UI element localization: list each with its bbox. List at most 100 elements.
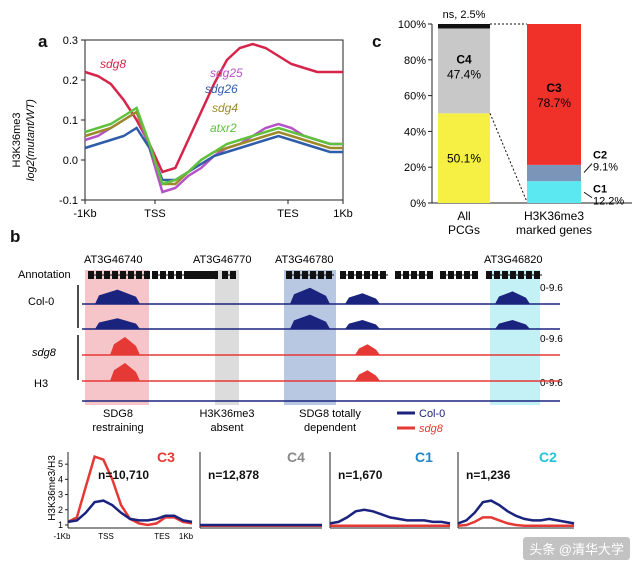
region-label: H3K36me3: [199, 408, 254, 420]
gene-model-exon: [427, 271, 433, 279]
region-label: restraining: [92, 422, 143, 434]
gene-model-exon: [440, 271, 446, 279]
gene-model-exon: [136, 271, 142, 279]
segment-label: 78.7%: [537, 96, 571, 110]
gene-model-exon: [526, 271, 532, 279]
series-label: sdg26: [205, 82, 238, 96]
gene-model-exon: [184, 271, 190, 279]
gene-model-exon: [152, 271, 158, 279]
gene-model-exon: [144, 271, 150, 279]
x-tick-label: -1Kb: [54, 532, 71, 541]
profiles-ylabel: H3K36me3/H3: [47, 455, 58, 521]
category-label: PCGs: [448, 223, 480, 237]
category-label: marked genes: [516, 223, 592, 237]
segment-c1: [527, 181, 581, 203]
gene-name: AT3G46820: [484, 254, 543, 266]
x-tick-label: TSS: [98, 532, 114, 541]
region-highlight-gray: [215, 270, 239, 405]
track-range: 0-9.6: [540, 334, 563, 345]
y-tick-label: 20%: [404, 162, 426, 174]
y-tick-label: 1: [58, 520, 63, 530]
signal-peak: [495, 320, 530, 329]
track-label-col0: Col-0: [28, 296, 54, 308]
gene-model-exon: [294, 271, 300, 279]
segment-label: 47.4%: [447, 67, 481, 81]
signal-peak: [345, 293, 380, 304]
gene-model-exon: [403, 271, 409, 279]
segment-label: C4: [456, 52, 472, 66]
cluster-count: n=1,236: [466, 468, 511, 482]
x-tick-label: 1Kb: [179, 532, 194, 541]
signal-peak: [355, 370, 380, 381]
signal-peak: [95, 318, 140, 329]
gene-model-exon: [340, 271, 346, 279]
segment-label: 50.1%: [447, 151, 481, 165]
gene-model-exon: [302, 271, 308, 279]
gene-model-exon: [326, 271, 332, 279]
signal-peak: [110, 337, 140, 355]
track-range: 0-9.6: [540, 378, 563, 389]
y-tick-label: 0%: [410, 198, 426, 210]
gene-model-exon: [348, 271, 354, 279]
gene-model-exon: [112, 271, 118, 279]
gene-model-exon: [104, 271, 110, 279]
gene-model-exon: [380, 271, 386, 279]
gene-model-exon: [419, 271, 425, 279]
gene-model-exon: [96, 271, 102, 279]
segment-label: C3: [546, 81, 562, 95]
gene-model-exon: [464, 271, 470, 279]
gene-model-exon: [230, 271, 236, 279]
y-tick-label: 3: [58, 490, 63, 500]
track-label-h3: H3: [34, 378, 48, 390]
gene-name: AT3G46770: [193, 254, 252, 266]
gene-model-exon: [160, 271, 166, 279]
region-highlight-cyan: [490, 270, 540, 405]
segment-c3: [527, 24, 581, 165]
genome-browser: AT3G46740 AT3G46770 AT3G46780 AT3G46820 …: [18, 254, 563, 435]
gene-model-exon: [372, 271, 378, 279]
x-tick-label: TSS: [144, 208, 165, 220]
signal-peak: [110, 363, 140, 381]
connector-dashed: [489, 113, 528, 203]
gene-model-exon: [534, 271, 540, 279]
y-tick-label: 0.1: [63, 115, 78, 127]
segment-label: 9.1%: [593, 161, 618, 173]
panel-a-chart: -0.1 0.0 0.1 0.2 0.3 -1Kb TSS TES 1Kb sdg8 sdg25 sd…: [11, 35, 353, 220]
gene-model-exon: [502, 271, 508, 279]
cluster-label: C3: [157, 449, 175, 465]
profile-line: [457, 499, 575, 525]
cluster-count: n=12,878: [208, 468, 259, 482]
x-tick-label: TES: [277, 208, 298, 220]
gene-model-exon: [120, 271, 126, 279]
segment-ns: [438, 24, 490, 29]
category-label: All: [457, 209, 470, 223]
category-label: H3K36me3: [524, 209, 584, 223]
gene-model-exon: [176, 271, 182, 279]
watermark: 头条 @清华大学: [523, 537, 630, 560]
gene-model-exon: [222, 271, 228, 279]
panel-letter-a: a: [38, 32, 48, 51]
gene-model-exon: [212, 271, 218, 279]
series-line-sdg8: [84, 42, 343, 174]
region-label: SDG8 totally: [299, 408, 361, 420]
signal-peak: [95, 289, 140, 304]
signal-peak: [290, 314, 330, 329]
y-tick-label: 2: [58, 505, 63, 515]
region-label: SDG8: [103, 408, 133, 420]
profile-line: [329, 508, 451, 525]
gene-model-exon: [411, 271, 417, 279]
cluster-label: C2: [539, 449, 557, 465]
signal-peak: [495, 291, 530, 304]
y-tick-label: 40%: [404, 126, 426, 138]
y-tick-label: 100%: [398, 19, 426, 31]
gene-name: AT3G46740: [84, 254, 143, 266]
y-tick-label: -0.1: [59, 195, 78, 207]
panel-letter-b: b: [10, 227, 21, 246]
legend-label-col0: Col-0: [419, 408, 445, 420]
gene-model-exon: [494, 271, 500, 279]
gene-model-exon: [518, 271, 524, 279]
gene-model-exon: [472, 271, 478, 279]
y-tick-label: 0.0: [63, 155, 78, 167]
gene-model-exon: [204, 271, 210, 279]
